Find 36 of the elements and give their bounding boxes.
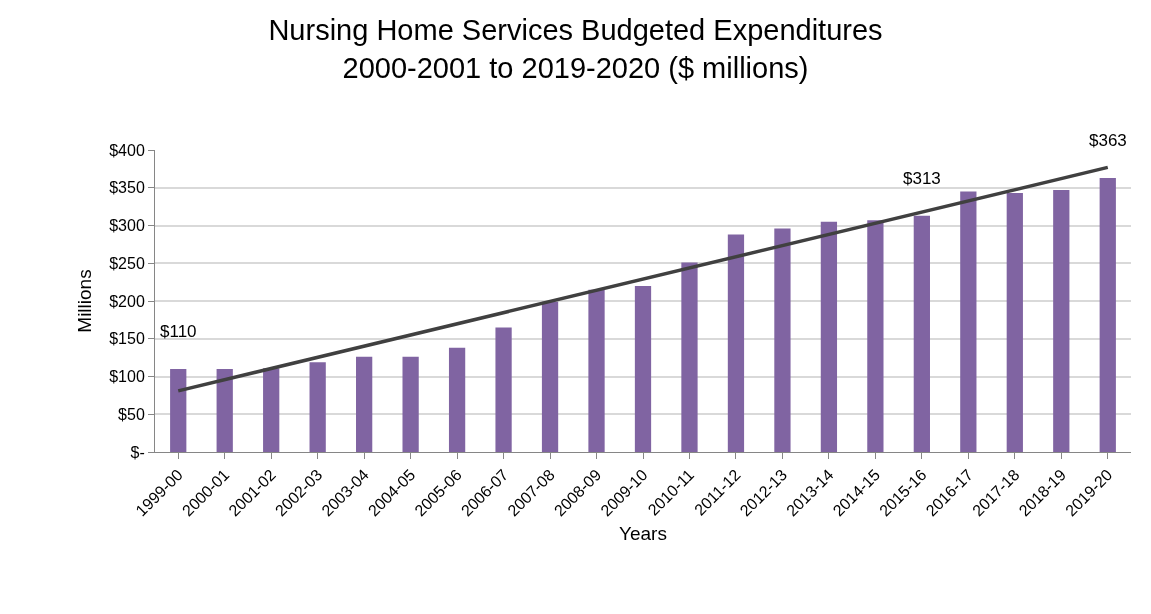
bar bbox=[356, 356, 373, 452]
y-tick-label: $50 bbox=[118, 405, 145, 423]
bar bbox=[541, 301, 559, 452]
bar bbox=[402, 356, 419, 452]
bar bbox=[1099, 177, 1116, 452]
data-label: $110 bbox=[160, 322, 197, 341]
bar bbox=[309, 362, 326, 452]
bar bbox=[495, 327, 512, 452]
bar bbox=[727, 234, 745, 452]
bar bbox=[681, 262, 698, 452]
y-tick-label: $250 bbox=[109, 254, 145, 272]
bar bbox=[263, 368, 280, 452]
bar bbox=[634, 285, 652, 452]
bar bbox=[588, 289, 605, 452]
bar bbox=[1053, 190, 1070, 452]
bar bbox=[216, 368, 233, 452]
x-axis-title: Years bbox=[619, 523, 667, 545]
bar bbox=[913, 215, 930, 452]
bar bbox=[1006, 193, 1023, 452]
y-tick-label: $- bbox=[130, 443, 145, 461]
bar bbox=[774, 228, 791, 452]
y-tick-label: $150 bbox=[109, 330, 145, 348]
y-tick-label: $350 bbox=[109, 179, 145, 197]
bar bbox=[448, 347, 466, 452]
y-tick-label: $300 bbox=[109, 217, 145, 235]
bar bbox=[820, 221, 838, 452]
data-label: $363 bbox=[1089, 131, 1127, 150]
bar bbox=[170, 368, 187, 452]
y-tick-label: $100 bbox=[109, 368, 145, 386]
data-label: $313 bbox=[903, 169, 941, 188]
chart-title: Nursing Home Services Budgeted Expenditures 2000-2001 to 2019-2020 ($ millions) bbox=[268, 13, 883, 84]
bar bbox=[960, 191, 977, 452]
y-axis-title: Millions bbox=[74, 269, 96, 333]
y-tick-label: $200 bbox=[109, 292, 145, 310]
y-tick-label: $400 bbox=[109, 141, 145, 159]
bar bbox=[867, 220, 884, 452]
